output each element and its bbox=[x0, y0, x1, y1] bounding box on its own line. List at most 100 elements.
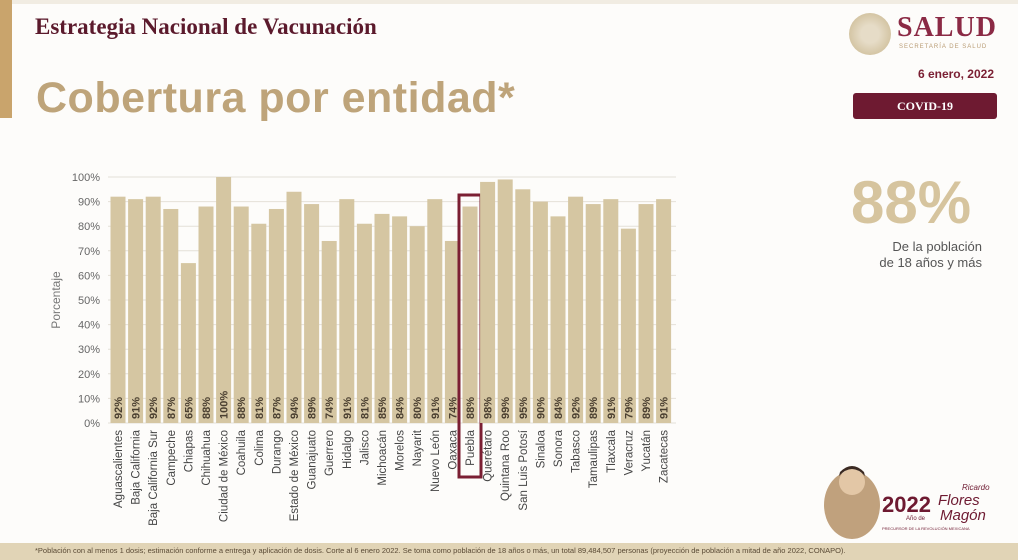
top-line bbox=[12, 0, 1018, 4]
data-label: 74% bbox=[447, 397, 459, 419]
national-seal-icon bbox=[849, 13, 891, 55]
data-label: 80% bbox=[412, 397, 424, 419]
bar-jalisco bbox=[356, 223, 372, 423]
bar-san-luis-potosí bbox=[515, 189, 531, 423]
svg-text:Ricardo: Ricardo bbox=[962, 483, 990, 492]
x-tick-label: Nuevo León bbox=[430, 430, 442, 492]
y-tick-label: 20% bbox=[78, 369, 100, 381]
bar-campeche bbox=[163, 208, 179, 423]
data-label: 81% bbox=[359, 397, 371, 419]
y-tick-label: 70% bbox=[78, 246, 100, 258]
svg-text:PRECURSOR DE LA REVOLUCIÓN MEX: PRECURSOR DE LA REVOLUCIÓN MEXICANA bbox=[882, 526, 970, 531]
x-tick-label: Tabasco bbox=[571, 430, 583, 473]
data-label: 98% bbox=[483, 397, 495, 419]
x-tick-label: Baja California Sur bbox=[148, 430, 160, 526]
x-tick-label: Estado de México bbox=[289, 430, 301, 521]
x-tick-label: Morelos bbox=[395, 430, 407, 471]
bar-tlaxcala bbox=[603, 199, 619, 423]
data-label: 92% bbox=[571, 397, 583, 419]
x-tick-label: Quintana Roo bbox=[500, 430, 512, 501]
x-tick-label: Zacatecas bbox=[659, 430, 671, 483]
data-label: 90% bbox=[535, 397, 547, 419]
x-tick-label: Campeche bbox=[166, 430, 178, 486]
data-label: 92% bbox=[113, 397, 125, 419]
bar-nuevo-león bbox=[427, 199, 443, 423]
data-label: 91% bbox=[659, 397, 671, 419]
bar-guanajuato bbox=[304, 204, 320, 423]
x-tick-label: Veracruz bbox=[623, 430, 635, 476]
bar-morelos bbox=[392, 216, 408, 423]
x-tick-label: Ciudad de México bbox=[219, 430, 231, 522]
bar-chiapas bbox=[180, 263, 196, 423]
y-tick-label: 40% bbox=[78, 320, 100, 332]
x-tick-label: Baja California bbox=[131, 429, 143, 504]
bar-estado-de-méxico bbox=[286, 191, 302, 423]
data-label: 65% bbox=[183, 397, 195, 419]
y-axis-label: Porcentaje bbox=[49, 271, 63, 329]
data-label: 100% bbox=[219, 391, 231, 419]
data-label: 91% bbox=[430, 397, 442, 419]
y-tick-label: 10% bbox=[78, 393, 100, 405]
x-tick-label: Jalisco bbox=[359, 430, 371, 465]
brand-subtitle: SECRETARÍA DE SALUD bbox=[899, 44, 988, 50]
accent-stripe bbox=[0, 0, 12, 118]
data-label: 94% bbox=[289, 397, 301, 419]
bar-yucatán bbox=[638, 204, 654, 423]
covid-badge: COVID-19 bbox=[853, 93, 997, 119]
x-tick-label: Oaxaca bbox=[447, 429, 459, 469]
y-tick-label: 100% bbox=[72, 172, 100, 184]
y-tick-label: 50% bbox=[78, 295, 100, 307]
x-tick-label: Yucatán bbox=[641, 430, 653, 472]
y-tick-label: 90% bbox=[78, 197, 100, 209]
bar-puebla bbox=[462, 206, 478, 423]
svg-text:2022: 2022 bbox=[882, 492, 931, 517]
data-label: 95% bbox=[518, 397, 530, 419]
x-tick-label: Guerrero bbox=[324, 430, 336, 476]
data-label: 99% bbox=[500, 397, 512, 419]
svg-text:Flores: Flores bbox=[938, 492, 980, 509]
bar-durango bbox=[268, 208, 284, 423]
svg-text:Magón: Magón bbox=[940, 507, 986, 524]
data-label: 79% bbox=[623, 397, 635, 419]
data-label: 84% bbox=[395, 397, 407, 419]
data-label: 89% bbox=[588, 397, 600, 419]
page-title: Cobertura por entidad* bbox=[36, 74, 516, 122]
header-subtitle: Estrategia Nacional de Vacunación bbox=[35, 14, 377, 39]
y-tick-label: 0% bbox=[84, 418, 100, 430]
data-label: 87% bbox=[271, 397, 283, 419]
bar-baja-california-sur bbox=[145, 196, 161, 423]
y-tick-label: 30% bbox=[78, 344, 100, 356]
summary-value: 88% bbox=[850, 169, 972, 236]
data-label: 88% bbox=[236, 397, 248, 419]
bar-chihuahua bbox=[198, 206, 214, 423]
data-label: 87% bbox=[166, 397, 178, 419]
y-tick-label: 80% bbox=[78, 221, 100, 233]
x-tick-label: Sinaloa bbox=[535, 429, 547, 468]
bar-coahuila bbox=[233, 206, 249, 423]
summary-description: De la población de 18 años y más bbox=[840, 239, 982, 271]
report-date: 6 enero, 2022 bbox=[917, 67, 994, 81]
x-tick-label: Tamaulipas bbox=[588, 430, 600, 488]
bar-sinaloa bbox=[532, 201, 548, 423]
footer-band: *Población con al menos 1 dosis; estimac… bbox=[0, 543, 1018, 560]
x-tick-label: Durango bbox=[271, 430, 283, 474]
bar-sonora bbox=[550, 216, 566, 423]
data-label: 88% bbox=[465, 397, 477, 419]
summary-line-1: De la población bbox=[892, 239, 982, 254]
data-label: 91% bbox=[606, 397, 618, 419]
x-tick-label: Guanajuato bbox=[307, 430, 319, 489]
x-tick-label: Sonora bbox=[553, 429, 565, 467]
bar-querétaro bbox=[480, 181, 496, 423]
bar-oaxaca bbox=[444, 240, 460, 423]
data-label: 85% bbox=[377, 397, 389, 419]
footnote: *Población con al menos 1 dosis; estimac… bbox=[35, 546, 846, 555]
bar-tabasco bbox=[568, 196, 584, 423]
x-tick-label: Michoacán bbox=[377, 430, 389, 486]
data-label: 89% bbox=[641, 397, 653, 419]
y-tick-label: 60% bbox=[78, 270, 100, 282]
bar-michoacán bbox=[374, 213, 390, 423]
data-label: 88% bbox=[201, 397, 213, 419]
data-label: 81% bbox=[254, 397, 266, 419]
x-tick-label: Querétaro bbox=[483, 430, 495, 482]
bar-ciudad-de-méxico bbox=[216, 177, 232, 423]
